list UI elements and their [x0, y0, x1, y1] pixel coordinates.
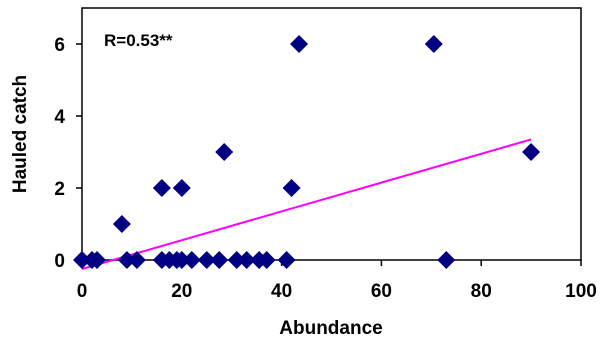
data-point	[152, 179, 171, 197]
data-point	[290, 35, 309, 53]
data-point	[112, 215, 131, 233]
data-point	[282, 179, 301, 197]
y-tick-label: 0	[54, 251, 65, 272]
data-points	[73, 35, 541, 269]
data-point	[182, 251, 201, 269]
data-point	[117, 251, 136, 269]
x-tick-label: 80	[471, 281, 492, 302]
tick-labels: 0 20 40 60 80 100 0 2 4 6	[54, 35, 596, 302]
data-point	[437, 251, 456, 269]
x-tick-label: 60	[371, 281, 392, 302]
data-point	[127, 251, 146, 269]
data-point	[227, 251, 246, 269]
data-point	[237, 251, 256, 269]
y-axis-label: Hauled catch	[10, 75, 31, 193]
data-point	[522, 143, 541, 161]
x-tick-label: 20	[171, 281, 192, 302]
data-point	[210, 251, 229, 269]
x-axis-label: Abundance	[279, 318, 382, 339]
trend-line	[81, 138, 532, 270]
data-point	[172, 251, 191, 269]
data-point	[257, 251, 276, 269]
x-tick-label: 100	[565, 281, 597, 302]
data-point	[87, 251, 106, 269]
y-tick-label: 6	[54, 35, 65, 56]
data-point	[215, 143, 234, 161]
data-point	[73, 251, 91, 269]
data-point	[197, 251, 216, 269]
x-tick-label: 40	[271, 281, 292, 302]
x-tick-label: 0	[77, 281, 88, 302]
y-tick-label: 4	[54, 107, 65, 128]
data-point	[277, 251, 296, 269]
data-point	[172, 179, 191, 197]
correlation-annotation: R=0.53**	[104, 31, 173, 50]
data-point	[424, 35, 443, 53]
y-tick-label: 2	[54, 179, 65, 200]
plot-area	[81, 7, 582, 261]
